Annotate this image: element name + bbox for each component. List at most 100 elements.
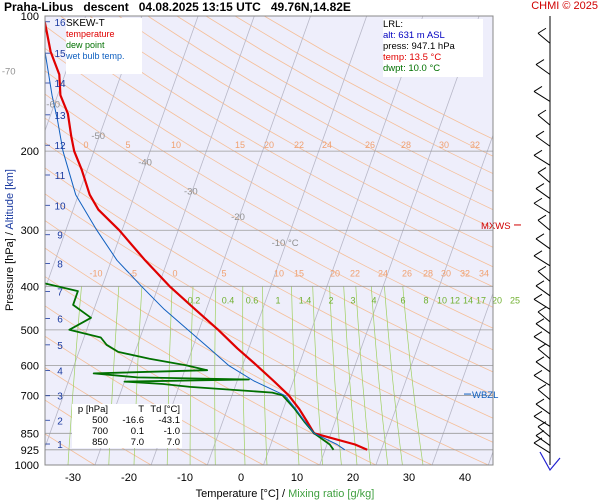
x-axis-title: Temperature [°C] / Mixing ratio [g/kg]	[196, 488, 375, 500]
pressure-tick-label: 200	[21, 146, 39, 158]
wind-barb-flag	[537, 265, 547, 272]
wind-barb	[537, 219, 551, 231]
wind-barb-flag	[537, 306, 547, 313]
wind-barb	[537, 172, 551, 183]
dry-adiabat-line	[45, 47, 493, 308]
mixing-ratio-label: 25	[510, 295, 520, 305]
wind-barb-surface	[539, 451, 561, 472]
altitude-tick-label: 8	[57, 260, 63, 271]
isotherm-line	[487, 450, 493, 465]
lrl-dewpoint: dwpt: 10.0 °C	[383, 63, 441, 74]
wind-barb-flag	[533, 331, 543, 338]
altitude-tick-label: 6	[57, 315, 63, 326]
adiabat-label: 5	[221, 268, 226, 278]
altitude-tick-label: 1	[57, 440, 63, 451]
adiabat-label: 0	[83, 140, 88, 150]
adiabat-label: 32	[470, 140, 480, 150]
adiabat-label: 30	[441, 268, 451, 278]
mxws-label: MXWS	[481, 221, 511, 232]
wind-barb	[537, 114, 551, 126]
isotherm-line	[375, 133, 493, 465]
adiabat-label: 28	[401, 140, 411, 150]
table-header: p [hPa] T Td [°C]	[72, 404, 182, 415]
altitude-tick-label: 2	[57, 416, 63, 427]
isotherm-line	[150, 16, 311, 465]
legend-wetbulb: wet bulb temp.	[66, 51, 125, 61]
temperature-tick-label: 0	[238, 472, 244, 484]
mixing-ratio-label: 17	[476, 295, 486, 305]
altitude-tick-label: 10	[54, 201, 66, 212]
wind-barbs	[533, 16, 561, 472]
wind-barb-flag	[537, 109, 547, 116]
profile-lines	[45, 17, 368, 451]
pressure-tick-label: 600	[21, 360, 39, 372]
mixing-ratio-label: 0.4	[222, 295, 235, 305]
series-line-wet-bulb-temp-	[45, 47, 346, 451]
wind-barb-flag	[533, 410, 543, 417]
altitude-tick-label: 5	[57, 341, 63, 352]
wind-barb-flag	[535, 280, 545, 287]
wind-barb	[533, 336, 551, 348]
pressure-tick-label: 300	[21, 225, 39, 237]
temperature-tick-label: -20	[121, 472, 137, 484]
altitude-tick-label: 7	[57, 288, 63, 299]
wind-barb	[535, 435, 551, 446]
altitude-tick-label: 4	[57, 367, 63, 378]
table-header-cell: p [hPa]	[77, 404, 108, 415]
wind-barb-flag	[535, 233, 545, 240]
altitude-tick-label: 11	[55, 171, 66, 182]
altitude-tick-label: 9	[57, 231, 63, 242]
mixing-ratio-label: 0.6	[246, 295, 259, 305]
dry-adiabat-line	[89, 16, 493, 248]
wind-barb-flag	[537, 384, 547, 391]
wind-barb	[533, 91, 551, 102]
legend-dewpoint: dew point	[66, 40, 105, 50]
isotherm-line	[94, 16, 255, 465]
mixing-ratio-label: 10	[437, 295, 447, 305]
pressure-tick-label: 400	[21, 281, 39, 293]
wind-barb	[537, 348, 551, 360]
legend: SKEW-T temperature dew point wet bulb te…	[66, 18, 142, 74]
wind-barb	[533, 154, 551, 166]
table-cell: 7.0	[166, 437, 180, 448]
credit-text: CHMI © 2025	[531, 0, 598, 12]
series-line-dew-point	[45, 282, 335, 451]
grid-lines	[45, 16, 493, 465]
isotherm-line	[319, 16, 480, 465]
altitude-tick-label: 14	[54, 79, 66, 90]
dry-adiabat-line	[45, 142, 493, 396]
temperature-tick-label: 10	[291, 472, 303, 484]
wind-barb	[533, 202, 551, 214]
chart-header: Praha-Libus descent 04.08.2025 13:15 UTC…	[4, 0, 351, 14]
mixing-ratio-label: 2	[328, 295, 333, 305]
wind-barb	[533, 375, 551, 386]
wind-barb	[535, 403, 551, 415]
wind-barb-flag	[535, 398, 545, 405]
sounding-mode: descent	[83, 0, 129, 14]
isotherm-label: -30	[184, 187, 198, 198]
wind-barb	[535, 135, 551, 147]
pressure-tick-label: 850	[21, 428, 39, 440]
wind-barb-flag	[533, 197, 543, 204]
dry-adiabat-line	[45, 117, 493, 373]
altitude-tick-label: 16	[54, 18, 66, 29]
temperature-tick-label: -30	[65, 472, 81, 484]
wind-barb	[535, 323, 551, 335]
wind-barb-flag	[535, 59, 545, 65]
wind-barb	[537, 271, 551, 282]
sounding-table: p [hPa] T Td [°C] 500 -16.6 -43.1 700 0.…	[72, 404, 182, 448]
wind-barb-flag	[533, 149, 543, 156]
dry-adiabat-line	[45, 25, 493, 288]
adiabat-label: 20	[264, 140, 274, 150]
mixing-ratio-label: 6	[400, 295, 405, 305]
table-header-cell: Td [°C]	[150, 404, 180, 415]
pressure-tick-label: 1000	[15, 460, 39, 472]
wind-barb-flag	[533, 250, 543, 257]
temperature-tick-label: 40	[459, 472, 471, 484]
adiabat-label: 28	[423, 268, 433, 278]
isotherm-label: -70	[2, 67, 16, 78]
wind-barb-flag	[535, 318, 545, 325]
legend-title: SKEW-T	[66, 18, 105, 29]
isotherm-line	[45, 16, 199, 449]
pressure-tick-label: 925	[21, 445, 39, 457]
